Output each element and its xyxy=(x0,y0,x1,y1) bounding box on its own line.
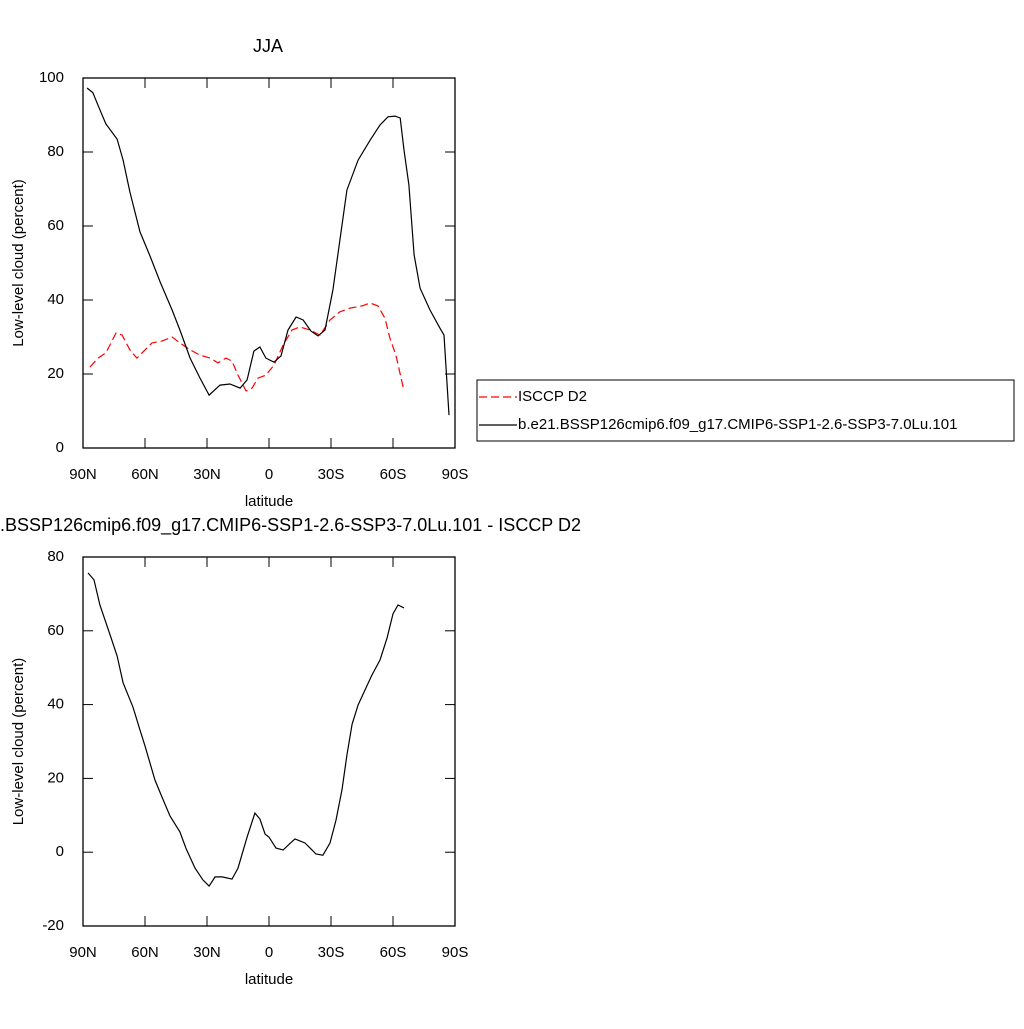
y-tick-label: 80 xyxy=(47,143,64,160)
x-tick-label: 90S xyxy=(442,466,469,483)
x-tick-label: 60N xyxy=(131,944,159,961)
x-tick-label: 0 xyxy=(265,944,273,961)
y-tick-label: 20 xyxy=(47,365,64,382)
data-line xyxy=(87,572,405,888)
y-tick-label: 0 xyxy=(56,843,64,860)
y-tick-label: -20 xyxy=(42,917,64,934)
y-tick-label: 60 xyxy=(47,217,64,234)
data-line xyxy=(86,87,450,416)
y-axis-label: Low-level cloud (percent) xyxy=(10,179,27,347)
y-tick-label: 80 xyxy=(47,548,64,565)
legend-label: b.e21.BSSP126cmip6.f09_g17.CMIP6-SSP1-2.… xyxy=(518,416,957,433)
x-axis-label: latitude xyxy=(245,493,293,510)
x-tick-label: 30N xyxy=(193,466,221,483)
x-tick-label: 90N xyxy=(69,466,97,483)
x-tick-label: 60S xyxy=(380,466,407,483)
x-tick-label: 0 xyxy=(265,466,273,483)
x-tick-label: 30S xyxy=(318,944,345,961)
legend-box xyxy=(476,379,1015,442)
x-tick-label: 90S xyxy=(442,944,469,961)
x-tick-label: 60N xyxy=(131,466,159,483)
chart-title: JJA xyxy=(253,36,283,56)
data-line xyxy=(89,302,405,392)
y-tick-label: 100 xyxy=(39,69,64,86)
y-tick-label: 20 xyxy=(47,769,64,786)
plot-frame xyxy=(82,556,456,927)
y-axis-label: Low-level cloud (percent) xyxy=(10,658,27,826)
x-tick-label: 30N xyxy=(193,944,221,961)
y-tick-label: 60 xyxy=(47,622,64,639)
x-tick-label: 90N xyxy=(69,944,97,961)
x-axis-label: latitude xyxy=(245,971,293,988)
y-tick-label: 40 xyxy=(47,291,64,308)
legend-label: ISCCP D2 xyxy=(518,388,587,405)
x-tick-label: 30S xyxy=(318,466,345,483)
plot-frame xyxy=(82,77,456,449)
y-tick-label: 0 xyxy=(56,439,64,456)
x-tick-label: 60S xyxy=(380,944,407,961)
chart-title: b.e21.BSSP126cmip6.f09_g17.CMIP6-SSP1-2.… xyxy=(0,515,581,536)
y-tick-label: 40 xyxy=(47,696,64,713)
